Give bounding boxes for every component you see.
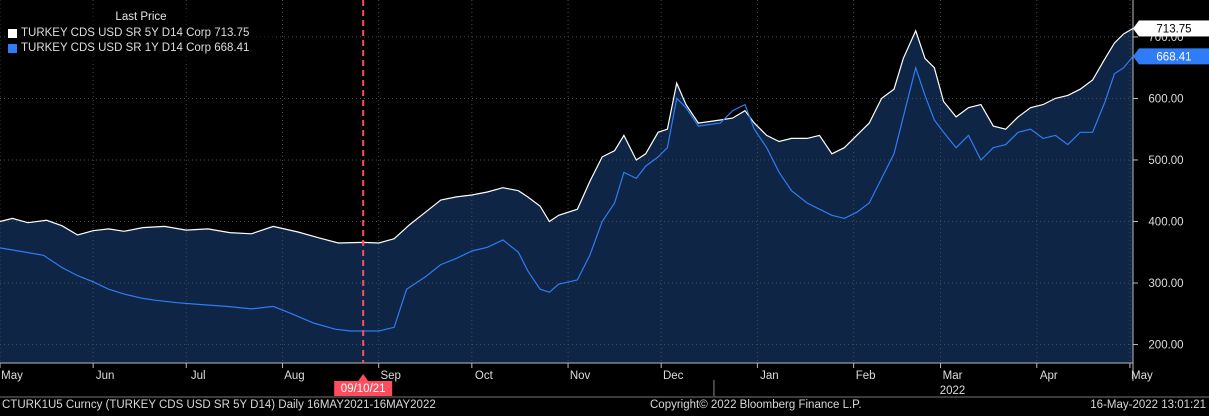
legend-label-1y: TURKEY CDS USD SR 1Y D14 Corp	[21, 42, 212, 54]
legend-swatch-1y	[8, 44, 17, 53]
x-tick-label: Apr	[1040, 370, 1058, 382]
last-value-box	[1139, 48, 1209, 65]
x-tick-label: Sep	[380, 370, 400, 382]
series-line-5y	[0, 27, 1134, 244]
y-tick-label: 600.00	[1148, 93, 1183, 105]
last-value-text: 668.41	[1156, 51, 1191, 63]
legend-title: Last Price	[115, 11, 167, 23]
legend-value-5y: 713.75	[214, 27, 250, 39]
x-tick-label: Dec	[663, 370, 684, 382]
last-value-text: 713.75	[1156, 23, 1191, 35]
y-tick-label: 500.00	[1148, 155, 1183, 167]
series-line-1y	[0, 56, 1134, 332]
x-tick-label: Jan	[760, 370, 779, 382]
x-tick-label: Aug	[284, 370, 304, 382]
marker-label: 09/10/21	[341, 383, 386, 395]
last-value-pointer	[1133, 20, 1139, 37]
legend: Last Price TURKEY CDS USD SR 5Y D14 Corp…	[6, 10, 276, 62]
marker-label-box	[334, 381, 393, 396]
last-value-tag-1y: 668.41	[1133, 48, 1209, 65]
x-tick-label: Jul	[191, 370, 206, 382]
marker-arrow	[358, 374, 369, 381]
legend-value-1y: 668.41	[214, 42, 250, 54]
footer-ticker: CTURK1U5 Curncy (TURKEY CDS USD SR 5Y D1…	[2, 399, 436, 411]
legend-label-5y: TURKEY CDS USD SR 5Y D14 Corp	[21, 27, 212, 39]
x-tick-label: Nov	[570, 370, 591, 382]
last-value-pointer	[1133, 48, 1139, 65]
footer-copyright: Copyright© 2022 Bloomberg Finance L.P.	[650, 399, 862, 411]
x-tick-label: Feb	[856, 370, 876, 382]
legend-entry-5y: TURKEY CDS USD SR 5Y D14 Corp 713.75	[6, 26, 276, 41]
last-value-tag-5y: 713.75	[1133, 20, 1209, 37]
x-year-label: 2022	[940, 385, 966, 397]
series-area-5y	[0, 28, 1133, 363]
footer-timestamp: 16-May-2022 13:01:21	[1090, 399, 1206, 411]
x-tick-label: May	[1131, 370, 1153, 382]
x-tick-label: May	[1, 370, 23, 382]
y-tick-label: 400.00	[1148, 216, 1183, 228]
x-tick-label: Jun	[96, 370, 115, 382]
legend-swatch-5y	[8, 29, 17, 38]
y-tick-label: 300.00	[1148, 278, 1183, 290]
x-tick-label: Mar	[943, 370, 963, 382]
x-tick-label: Oct	[475, 370, 494, 382]
last-value-box	[1139, 20, 1209, 37]
y-tick-label: 200.00	[1148, 340, 1183, 352]
legend-entry-1y: TURKEY CDS USD SR 1Y D14 Corp 668.41	[6, 41, 276, 56]
